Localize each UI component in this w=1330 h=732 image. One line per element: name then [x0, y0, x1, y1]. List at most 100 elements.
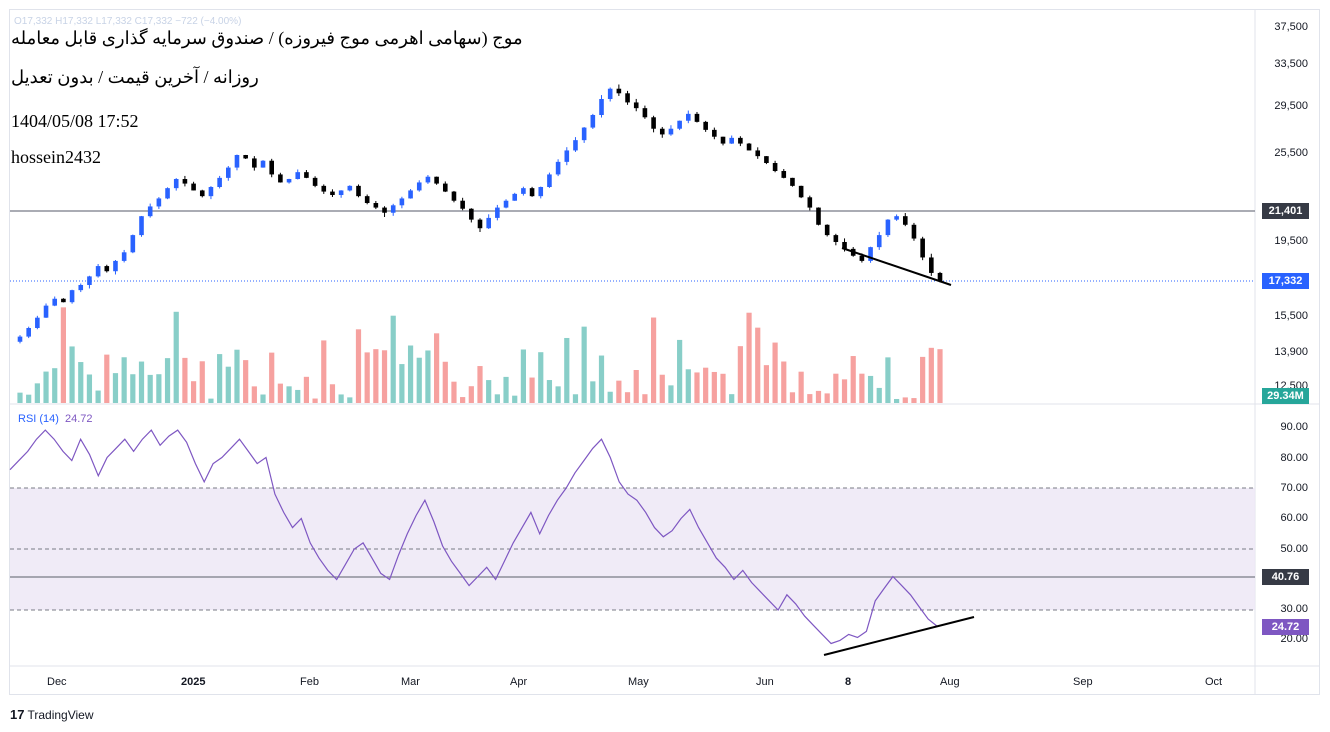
candle-body	[824, 224, 830, 236]
candle-body	[243, 155, 248, 159]
rsi-legend-value: 24.72	[64, 413, 93, 425]
volume-bar	[755, 327, 761, 403]
volume-bar	[234, 349, 240, 403]
volume-bar	[937, 349, 943, 403]
candle-body	[642, 108, 648, 118]
candle-body	[712, 129, 717, 137]
candle-body	[173, 179, 179, 189]
rsi-tick: 30.00	[1280, 603, 1308, 615]
volume-bar	[581, 326, 587, 403]
time-tick: Apr	[510, 676, 528, 688]
volume-bar	[850, 356, 856, 403]
volume-bar	[347, 397, 353, 403]
volume-bar	[624, 392, 631, 403]
rsi-legend[interactable]: RSI (14) 24.72	[18, 413, 93, 425]
volume-bar	[225, 366, 231, 403]
candle-body	[260, 160, 266, 168]
candle-body	[286, 179, 292, 183]
candle-body	[69, 290, 75, 303]
candle-body	[573, 140, 578, 151]
candle-body	[755, 150, 761, 157]
candle-body	[616, 88, 622, 94]
volume-bar	[520, 349, 526, 403]
candle-body	[503, 200, 509, 208]
time-tick: May	[628, 676, 649, 688]
volume-bar	[312, 398, 318, 403]
volume-bar	[321, 340, 327, 403]
time-tick: Aug	[940, 676, 960, 688]
candle-body	[87, 276, 92, 285]
candle-body	[78, 284, 84, 291]
volume-bar	[824, 393, 830, 403]
rsi-level-tag: 40.76	[1262, 569, 1309, 585]
candle-body	[356, 185, 361, 197]
candle-body	[321, 185, 327, 192]
volume-bar	[729, 394, 735, 403]
candle-body	[477, 219, 483, 229]
candle-body	[113, 260, 118, 272]
candle-body	[547, 174, 552, 188]
rsi-legend-name: RSI (14)	[18, 413, 59, 425]
candle-body	[625, 93, 630, 103]
volume-bar	[381, 350, 388, 403]
brand[interactable]: 17 TradingView	[10, 707, 94, 722]
candle-body	[469, 208, 474, 220]
candle-body	[495, 207, 500, 218]
candle-body	[677, 120, 682, 129]
chart-title: موج (سهامی اهرمی موج فیروزه) / صندوق سرم…	[11, 28, 523, 48]
tradingview-logo-icon: 17	[10, 707, 25, 722]
volume-bar	[789, 392, 796, 403]
candle-body	[226, 167, 231, 178]
candle-body	[581, 127, 587, 141]
candle-body	[512, 193, 518, 201]
volume-bar	[130, 374, 136, 403]
candle-body	[191, 183, 196, 191]
volume-bar	[772, 342, 778, 403]
candle-body	[382, 207, 387, 213]
volume-bar	[746, 312, 752, 403]
volume-bar	[260, 394, 266, 403]
candle-body	[347, 185, 353, 191]
volume-bar	[329, 384, 336, 403]
volume-bar	[546, 380, 553, 403]
candle-body	[139, 216, 144, 236]
volume-bar	[833, 373, 839, 403]
volume-bar	[642, 394, 648, 403]
volume-bar	[807, 394, 813, 403]
volume-bar	[217, 354, 223, 403]
volume-bar	[650, 317, 657, 403]
candle-body	[746, 143, 752, 151]
volume-bar	[26, 394, 32, 403]
volume-bar	[208, 398, 214, 403]
candle-body	[720, 136, 726, 144]
volume-bar	[911, 398, 917, 403]
volume-bar	[564, 337, 570, 403]
volume-bar	[147, 374, 153, 403]
volume-bar	[928, 347, 934, 403]
candle-body	[304, 172, 309, 178]
volume-bar	[902, 397, 908, 403]
volume-bar	[876, 387, 882, 403]
volume-bar	[572, 394, 579, 403]
volume-bar	[781, 361, 787, 403]
volume-bar	[668, 385, 674, 403]
volume-bar	[156, 374, 162, 403]
candle-body	[790, 177, 795, 186]
candle-body	[390, 205, 396, 213]
volume-bar	[338, 394, 344, 403]
candle-body	[885, 219, 891, 236]
rsi-last-tag: 24.72	[1262, 619, 1309, 635]
candle-body	[425, 176, 431, 183]
price-tick: 15,500	[1274, 310, 1308, 322]
rsi-trendline[interactable]	[823, 616, 975, 656]
candle-body	[651, 117, 656, 129]
rsi-tick: 60.00	[1280, 512, 1308, 524]
candle-body	[920, 238, 925, 258]
volume-bar	[590, 381, 596, 403]
last-price-tag: 17,332	[1262, 273, 1309, 289]
rsi-tick: 70.00	[1280, 482, 1308, 494]
candle-body	[486, 217, 491, 229]
volume-bar	[486, 380, 492, 403]
price-trendline[interactable]	[841, 247, 952, 286]
